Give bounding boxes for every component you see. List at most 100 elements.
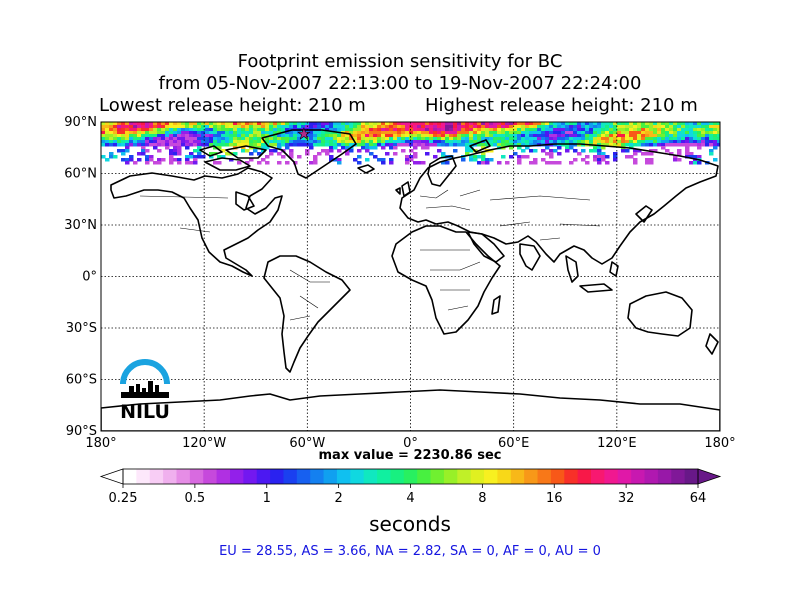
footprint-cell bbox=[497, 131, 502, 135]
footprint-cell bbox=[505, 131, 510, 135]
lon-tick-label: 180° bbox=[85, 436, 116, 451]
footprint-cell bbox=[517, 146, 522, 150]
footprint-cell bbox=[685, 131, 690, 135]
footprint-cell bbox=[369, 140, 374, 144]
footprint-cell bbox=[421, 143, 426, 147]
footprint-cell bbox=[597, 146, 602, 150]
footprint-cell bbox=[281, 140, 286, 144]
footprint-cell bbox=[473, 137, 478, 141]
footprint-cell bbox=[113, 122, 118, 126]
footprint-cell bbox=[365, 143, 370, 147]
footprint-cell bbox=[465, 140, 470, 144]
colorbar-swatch bbox=[684, 469, 699, 484]
footprint-cell bbox=[677, 158, 682, 162]
footprint-cell bbox=[209, 134, 214, 138]
footprint-cell bbox=[489, 143, 494, 147]
footprint-cell bbox=[701, 143, 706, 147]
footprint-cell bbox=[305, 143, 310, 147]
lat-tick-label: 90°N bbox=[64, 115, 97, 130]
footprint-cell bbox=[681, 143, 686, 147]
footprint-cell bbox=[701, 140, 706, 144]
colorbar-swatch bbox=[149, 469, 164, 484]
footprint-cell bbox=[645, 137, 650, 141]
footprint-cell bbox=[241, 134, 246, 138]
footprint-cell bbox=[217, 131, 222, 135]
footprint-cell bbox=[177, 158, 182, 162]
footprint-cell bbox=[169, 140, 174, 144]
footprint-cell bbox=[233, 131, 238, 135]
footprint-cell bbox=[681, 137, 686, 141]
footprint-cell bbox=[533, 122, 538, 126]
footprint-cell bbox=[217, 125, 222, 129]
footprint-cell bbox=[225, 143, 230, 147]
footprint-cell bbox=[205, 125, 210, 129]
footprint-cell bbox=[361, 146, 366, 150]
footprint-cell bbox=[169, 152, 174, 156]
footprint-cell bbox=[317, 140, 322, 144]
footprint-cell bbox=[569, 140, 574, 144]
footprint-cell bbox=[697, 146, 702, 150]
footprint-cell bbox=[285, 137, 290, 141]
footprint-cell bbox=[333, 128, 338, 132]
footprint-cell bbox=[361, 140, 366, 144]
footprint-cell bbox=[125, 122, 130, 126]
footprint-cell bbox=[137, 122, 142, 126]
footprint-cell bbox=[353, 128, 358, 132]
footprint-cell bbox=[441, 152, 446, 156]
footprint-cell bbox=[589, 128, 594, 132]
footprint-cell bbox=[633, 122, 638, 126]
footprint-cell bbox=[165, 128, 170, 132]
footprint-cell bbox=[169, 155, 174, 159]
footprint-cell bbox=[713, 131, 718, 135]
footprint-cell bbox=[561, 122, 566, 126]
footprint-cell bbox=[201, 134, 206, 138]
footprint-cell bbox=[333, 158, 338, 162]
footprint-cell bbox=[305, 140, 310, 144]
footprint-cell bbox=[129, 134, 134, 138]
footprint-cell bbox=[561, 128, 566, 132]
footprint-cell bbox=[217, 143, 222, 147]
footprint-cell bbox=[293, 140, 298, 144]
footprint-cell bbox=[389, 128, 394, 132]
footprint-cell bbox=[461, 134, 466, 138]
footprint-cell bbox=[673, 155, 678, 159]
footprint-cell bbox=[481, 137, 486, 141]
footprint-cell bbox=[305, 122, 310, 126]
footprint-cell bbox=[181, 131, 186, 135]
footprint-cell bbox=[237, 122, 242, 126]
footprint-cell bbox=[449, 122, 454, 126]
footprint-cell bbox=[253, 143, 258, 147]
footprint-cell bbox=[545, 140, 550, 144]
footprint-cell bbox=[477, 134, 482, 138]
footprint-cell bbox=[581, 125, 586, 129]
footprint-cell bbox=[485, 137, 490, 141]
footprint-cell bbox=[609, 134, 614, 138]
footprint-cell bbox=[413, 152, 418, 156]
footprint-cell bbox=[193, 158, 198, 162]
footprint-cell bbox=[421, 125, 426, 129]
footprint-cell bbox=[557, 128, 562, 132]
footprint-cell bbox=[589, 125, 594, 129]
colorbar-swatch bbox=[564, 469, 579, 484]
footprint-cell bbox=[661, 125, 666, 129]
footprint-cell bbox=[153, 146, 158, 150]
footprint-cell bbox=[457, 128, 462, 132]
footprint-cell bbox=[521, 155, 526, 159]
footprint-cell bbox=[225, 125, 230, 129]
footprint-cell bbox=[449, 134, 454, 138]
footprint-cell bbox=[209, 140, 214, 144]
footprint-cell bbox=[481, 128, 486, 132]
footprint-cell bbox=[197, 128, 202, 132]
footprint-cell bbox=[665, 137, 670, 141]
footprint-cell bbox=[293, 161, 298, 165]
footprint-cell bbox=[357, 143, 362, 147]
footprint-cell bbox=[197, 134, 202, 138]
footprint-cell bbox=[593, 140, 598, 144]
footprint-cell bbox=[489, 134, 494, 138]
footprint-cell bbox=[149, 140, 154, 144]
footprint-cell bbox=[369, 137, 374, 141]
footprint-cell bbox=[185, 161, 190, 165]
footprint-cell bbox=[169, 125, 174, 129]
footprint-cell bbox=[201, 143, 206, 147]
max-value-label: max value = 2230.86 sec bbox=[318, 448, 502, 463]
